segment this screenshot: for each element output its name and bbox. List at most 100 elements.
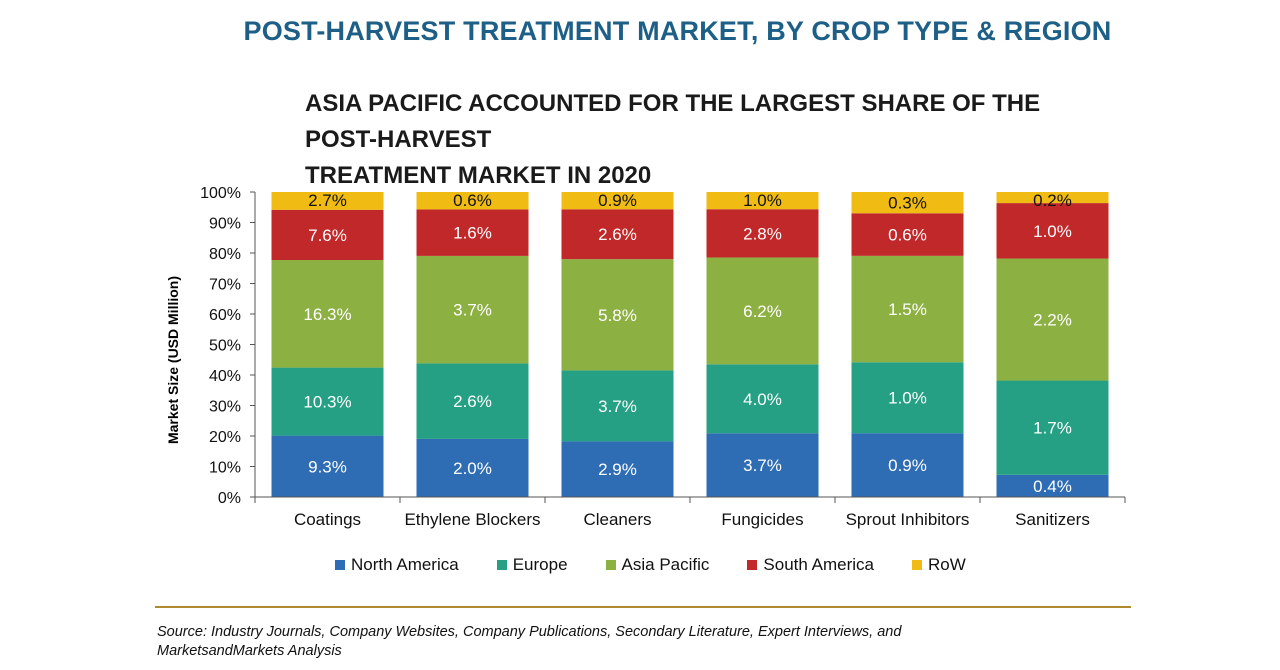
legend-item-north-america: North America [335, 555, 459, 575]
legend-swatch [911, 560, 922, 570]
bar-segment-ethylene-blockers-north-america [416, 438, 529, 497]
y-tick-label: 60% [209, 307, 241, 324]
data-label-sanitizers-europe: 1.7% [1033, 419, 1072, 438]
data-label-fungicides-asia-pacific: 6.2% [743, 302, 782, 321]
x-tick-label-ethylene-blockers: Ethylene Blockers [404, 510, 540, 529]
y-tick-label: 100% [200, 185, 241, 202]
legend-swatch [335, 560, 345, 570]
data-label-sanitizers-south-america: 1.0% [1033, 222, 1072, 241]
legend-swatch [747, 560, 758, 570]
data-label-sprout-inhibitors-south-america: 0.6% [888, 226, 927, 245]
bar-segment-coatings-north-america [271, 435, 384, 497]
bar-segment-ethylene-blockers-europe [416, 363, 529, 439]
data-label-sanitizers-row: 0.2% [1033, 191, 1072, 210]
bar-segment-fungicides-asia-pacific [706, 257, 819, 365]
data-label-coatings-south-america: 7.6% [308, 226, 347, 245]
subtitle-line-1: ASIA PACIFIC ACCOUNTED FOR THE LARGEST S… [305, 90, 1041, 153]
data-label-fungicides-europe: 4.0% [743, 390, 782, 409]
data-label-ethylene-blockers-north-america: 2.0% [453, 459, 492, 478]
bar-segment-ethylene-blockers-asia-pacific [416, 255, 529, 364]
legend-item-asia-pacific: Asia Pacific [605, 555, 710, 575]
bar-segment-coatings-asia-pacific [271, 259, 384, 368]
legend-swatch [496, 560, 507, 570]
bar-segment-sanitizers-row [996, 192, 1109, 204]
bar-segment-sanitizers-asia-pacific [996, 258, 1109, 381]
bar-segment-sprout-inhibitors-europe [851, 362, 964, 434]
bar-segment-ethylene-blockers-south-america [416, 209, 529, 256]
bar-segment-sanitizers-south-america [996, 203, 1109, 259]
data-label-ethylene-blockers-south-america: 1.6% [453, 224, 492, 243]
legend-label: North America [351, 555, 459, 574]
subtitle-line-2: TREATMENT MARKET IN 2020 [305, 162, 652, 189]
legend-label: Europe [512, 555, 568, 574]
data-label-cleaners-south-america: 2.6% [598, 225, 637, 244]
bar-segment-cleaners-europe [561, 370, 674, 442]
bar-segment-sprout-inhibitors-row [851, 192, 964, 214]
bar-segment-sanitizers-europe [996, 380, 1109, 475]
x-tick-label-fungicides: Fungicides [721, 510, 803, 529]
x-tick-label-sanitizers: Sanitizers [1015, 510, 1090, 529]
chart-subtitle: ASIA PACIFIC ACCOUNTED FOR THE LARGEST S… [305, 86, 1105, 194]
bar-segment-coatings-south-america [271, 209, 384, 260]
data-label-sprout-inhibitors-north-america: 0.9% [888, 456, 927, 475]
y-tick-label: 40% [209, 368, 241, 385]
bar-segment-sprout-inhibitors-south-america [851, 213, 964, 256]
data-label-sanitizers-north-america: 0.4% [1033, 477, 1072, 496]
bar-segment-coatings-europe [271, 367, 384, 436]
bar-segment-cleaners-row [561, 192, 674, 210]
y-tick-label: 70% [209, 277, 241, 294]
data-label-fungicides-south-america: 2.8% [743, 224, 782, 243]
legend-label: Asia Pacific [621, 555, 710, 574]
bar-segment-fungicides-north-america [706, 433, 819, 497]
bar-segment-sprout-inhibitors-north-america [851, 433, 964, 497]
bar-segment-fungicides-row [706, 192, 819, 210]
data-label-ethylene-blockers-europe: 2.6% [453, 392, 492, 411]
data-label-coatings-north-america: 9.3% [308, 457, 347, 476]
y-tick-label: 50% [209, 338, 241, 355]
data-label-ethylene-blockers-asia-pacific: 3.7% [453, 301, 492, 320]
chart-legend: North America Europe Asia Pacific South Ame… [335, 555, 966, 575]
y-tick-label: 80% [209, 246, 241, 263]
bar-segment-fungicides-south-america [706, 209, 819, 258]
data-label-cleaners-asia-pacific: 5.8% [598, 306, 637, 325]
stacked-bar-chart: 9.3% 10.3% 16.3% 7.6% 2.7% 2.0% 2.6% 3.7% 1.6% 0.… [165, 185, 1126, 529]
bar-segment-coatings-row [271, 192, 384, 210]
legend-item-row: RoW [911, 555, 966, 575]
data-label-fungicides-row: 1.0% [743, 191, 782, 210]
bar-segment-sprout-inhibitors-asia-pacific [851, 255, 964, 363]
y-tick-label: 20% [209, 429, 241, 446]
data-label-sprout-inhibitors-row: 0.3% [888, 194, 927, 213]
y-tick-label: 90% [209, 216, 241, 233]
data-label-coatings-asia-pacific: 16.3% [303, 305, 351, 324]
legend-label: South America [763, 555, 874, 574]
chart-title: POST-HARVEST TREATMENT MARKET, BY CROP T… [243, 16, 1112, 46]
data-label-sprout-inhibitors-europe: 1.0% [888, 389, 927, 408]
data-label-sanitizers-asia-pacific: 2.2% [1033, 311, 1072, 330]
data-label-sprout-inhibitors-asia-pacific: 1.5% [888, 300, 927, 319]
x-tick-label-sprout-inhibitors: Sprout Inhibitors [846, 510, 970, 529]
y-tick-label: 30% [209, 399, 241, 416]
legend-swatch [605, 560, 616, 570]
x-tick-label-cleaners: Cleaners [583, 510, 651, 529]
bar-segment-cleaners-asia-pacific [561, 259, 674, 371]
data-label-cleaners-north-america: 2.9% [598, 460, 637, 479]
data-label-coatings-europe: 10.3% [303, 393, 351, 412]
bar-segment-sanitizers-north-america [996, 474, 1109, 497]
footer-divider [155, 606, 1131, 608]
data-label-cleaners-row: 0.9% [598, 191, 637, 210]
y-tick-label: 10% [209, 460, 241, 477]
source-line-1: Source: Industry Journals, Company Websi… [157, 624, 902, 640]
legend-item-south-america: South America [747, 555, 874, 575]
legend-item-europe: Europe [496, 555, 568, 575]
x-tick-label-coatings: Coatings [294, 510, 361, 529]
data-label-cleaners-europe: 3.7% [598, 397, 637, 416]
data-label-coatings-row: 2.7% [308, 191, 347, 210]
legend-label: RoW [927, 555, 966, 574]
bar-segment-fungicides-europe [706, 364, 819, 434]
bar-segment-cleaners-south-america [561, 209, 674, 260]
y-tick-label: 0% [218, 490, 241, 507]
source-line-2: MarketsandMarkets Analysis [157, 643, 342, 659]
bar-segment-cleaners-north-america [561, 441, 674, 497]
data-label-fungicides-north-america: 3.7% [743, 456, 782, 475]
y-axis-title: Market Size (USD Million) [165, 276, 181, 444]
